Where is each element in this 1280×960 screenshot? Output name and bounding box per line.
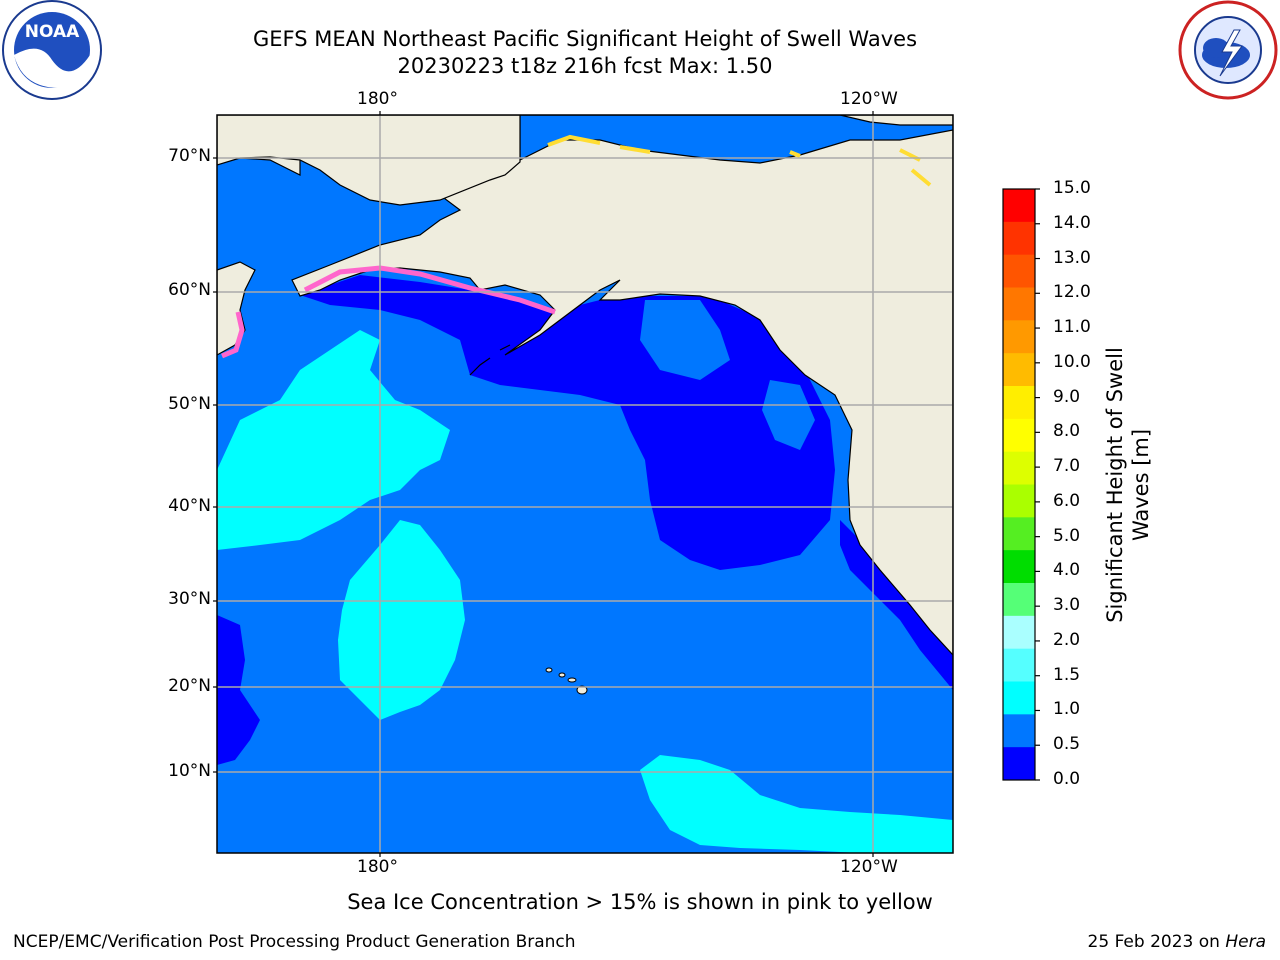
colorbar-tick-label: 15.0 [1053,178,1091,198]
colorbar-segment [1003,747,1035,781]
lon-label-top-180: 180° [357,89,398,109]
credit-right: 25 Feb 2023 on Hera [1088,932,1266,952]
colorbar-segment [1003,418,1035,453]
sea-ice-kamchatka [221,311,245,359]
colorbar-tick-label: 5.0 [1053,525,1081,546]
high-swell-central [338,520,465,720]
mid-swell-patch-gulf [640,300,730,380]
colorbar-segment [1003,189,1035,223]
aleutian-islands [469,344,511,376]
lat-label-60n: 60°N [168,280,211,300]
colorbar-title-line2: Waves [m] [1129,428,1153,542]
colorbar-tick-label: 1.5 [1053,664,1081,685]
low-swell-west [217,615,260,765]
chart-subtitle: 20230223 t18z 216h fcst Max: 1.50 [397,54,773,78]
land-north-america [217,115,953,656]
colorbar-tick-label: 8.0 [1053,421,1081,442]
colorbar-title-line1: Significant Height of Swell [1103,347,1127,623]
mid-swell-patch-east [762,380,815,450]
colorbar-segment [1003,451,1035,485]
colorbar-segment [1003,221,1035,256]
colorbar-tick-label: 9.0 [1053,386,1081,407]
lat-label-40n: 40°N [168,496,211,516]
lon-label-top-120w: 120°W [840,89,898,109]
colorbar-tick-label: 13.0 [1053,247,1091,268]
colorbar-segment [1003,550,1035,584]
colorbar-tick-label: 0.5 [1053,734,1081,755]
noaa-logo-text: NOAA [25,22,80,42]
sea-ice-bering [303,265,556,315]
colorbar-segment [1003,320,1035,354]
colorbar-segment [1003,681,1035,715]
lon-label-bottom-120w: 120°W [840,857,898,877]
high-swell-northwest [217,330,450,550]
low-swell-coast [840,520,953,690]
colorbar-tick-label: 2.0 [1053,629,1081,650]
colorbar-tick-label: 0.0 [1053,769,1081,789]
axis-ticks [213,111,874,857]
credit-host: Hera [1225,932,1266,952]
map-frame [216,114,954,854]
colorbar-segment [1003,648,1035,682]
colorbar-frame [1002,188,1036,781]
sea-ice-note: Sea Ice Concentration > 15% is shown in … [347,890,933,914]
map-area [217,115,953,853]
colorbar-title: Significant Height of Swell Waves [m] [1102,347,1154,623]
chart-title: GEFS MEAN Northeast Pacific Significant … [252,27,918,51]
colorbar-tick-label: 10.0 [1053,351,1091,372]
colorbar-segment [1003,714,1035,748]
land-kamchatka [217,261,256,356]
colorbar-segment [1003,517,1035,551]
sea-ice-arctic [547,134,932,187]
colorbar-segment [1003,353,1035,387]
colorbar-segment [1003,254,1035,288]
nws-logo [1178,0,1278,100]
colorbar-tick-label: 6.0 [1053,490,1081,511]
colorbar-tick-label: 3.0 [1053,595,1081,616]
colorbar-tick-label: 11.0 [1053,317,1091,338]
colorbar [1003,188,1040,781]
colorbar-tick-label: 12.0 [1053,282,1091,303]
lat-label-70n: 70°N [168,146,211,166]
credit-date: 25 Feb 2023 on [1087,932,1226,952]
colorbar-tick-label: 7.0 [1053,456,1081,477]
colorbar-tick-label: 4.0 [1053,560,1081,581]
colorbar-tick-label: 1.0 [1053,699,1081,720]
colorbar-segment [1003,583,1035,617]
lon-label-bottom-180: 180° [357,857,398,877]
colorbar-segment [1003,615,1035,650]
grid-lines [217,115,953,853]
noaa-logo: NOAA [2,0,102,100]
hawaiian-islands [545,667,588,695]
lat-label-10n: 10°N [168,761,211,781]
colorbar-segment [1003,484,1035,518]
lat-label-50n: 50°N [168,394,211,414]
colorbar-segment [1003,386,1035,420]
colorbar-segment [1003,287,1035,321]
colorbar-tick-label: 14.0 [1053,212,1091,233]
lat-label-20n: 20°N [168,676,211,696]
credit-left: NCEP/EMC/Verification Post Processing Pr… [13,932,576,952]
high-swell-southeast [640,755,953,853]
lat-label-30n: 30°N [168,589,211,609]
